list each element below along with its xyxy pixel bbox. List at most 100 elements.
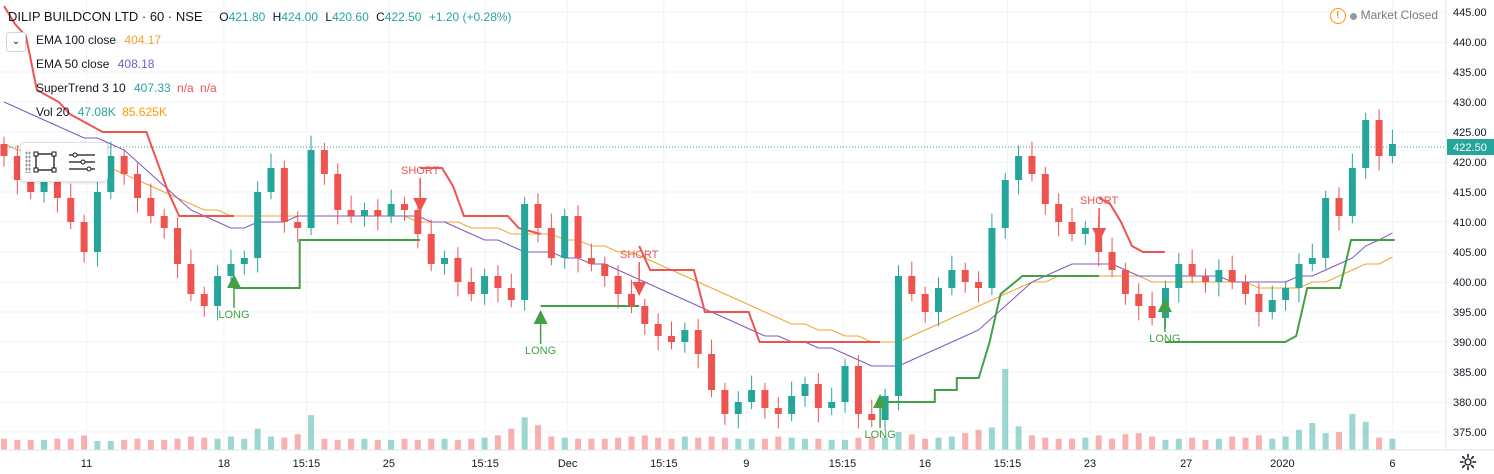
candle-body: [614, 276, 622, 294]
candle: [1041, 166, 1049, 215]
candle: [828, 387, 836, 416]
candle: [1135, 283, 1143, 321]
volume-bar: [1, 438, 7, 450]
signals: LONG SHORT LONG SHORT LONG SHORT LONG: [218, 165, 1180, 441]
candle: [254, 181, 262, 273]
candle: [921, 286, 929, 323]
candle-body: [1135, 294, 1143, 306]
price-axis[interactable]: 375.00 380.00 385.00 390.00 395.00 400.00 405.…: [1453, 7, 1487, 439]
signal-label: SHORT: [620, 249, 659, 261]
candle: [1055, 193, 1063, 237]
candle-body: [467, 282, 475, 294]
collapse-legend-button[interactable]: ⌄: [6, 32, 26, 52]
volume-bar: [1189, 437, 1196, 450]
candle: [1295, 253, 1303, 303]
volume-bar: [214, 438, 221, 450]
volume-bar: [721, 437, 728, 450]
volume-bar: [121, 439, 128, 450]
volume-bar: [695, 437, 702, 450]
status-dot: [1349, 12, 1357, 20]
short-signal: SHORT: [620, 249, 659, 296]
candle: [334, 163, 342, 225]
candle: [668, 321, 675, 350]
drawing-toolbar[interactable]: [20, 142, 108, 182]
candle-body: [347, 210, 355, 216]
volume-bar: [1376, 437, 1383, 450]
indicator-volume[interactable]: Vol 20 47.08K 85.625K: [36, 105, 167, 119]
candle-body: [988, 228, 996, 288]
candle: [174, 217, 182, 279]
volume-bar: [1122, 434, 1129, 450]
candle: [467, 267, 475, 302]
horizontal-lines-tool-icon[interactable]: [67, 151, 97, 173]
candle: [1015, 145, 1023, 195]
indicator-supertrend[interactable]: SuperTrend 3 10 407.33 n/a n/a: [36, 81, 217, 95]
long-signal: LONG: [218, 274, 250, 321]
volume-bar: [1095, 435, 1102, 450]
volume-bar: [174, 438, 181, 450]
candle: [214, 265, 222, 321]
supertrend-segment: [420, 167, 541, 235]
candle: [0, 136, 8, 167]
volume-bar: [601, 438, 608, 450]
candle-body: [1108, 252, 1116, 270]
volume-bar: [481, 437, 488, 450]
rectangle-tool-icon[interactable]: [33, 151, 57, 173]
candle-body: [1308, 258, 1316, 264]
volume-bar: [348, 438, 355, 450]
warning-icon[interactable]: !: [1329, 8, 1346, 24]
volume-bar: [441, 438, 448, 450]
indicator-value: 407.33: [133, 81, 171, 95]
drag-handle[interactable]: [25, 151, 31, 173]
candle: [441, 250, 449, 275]
candle-body: [1228, 270, 1236, 282]
volume-bar: [655, 437, 662, 450]
volume-bar: [882, 437, 889, 450]
y-tick-label: 440.00: [1453, 37, 1487, 49]
volume-bar: [1015, 426, 1022, 450]
candle: [1322, 190, 1330, 269]
gear-icon[interactable]: [1458, 452, 1478, 472]
candle: [1202, 268, 1209, 293]
volume-bars: [1, 369, 1396, 450]
volume-bar: [708, 436, 715, 450]
candle: [975, 271, 983, 303]
symbol-title[interactable]: DILIP BUILDCON LTD · 60 · NSE: [8, 9, 203, 24]
candle-body: [547, 228, 555, 258]
indicator-ema50[interactable]: EMA 50 close 408.18: [36, 57, 154, 71]
volume-bar: [81, 435, 88, 450]
candle-body: [948, 270, 956, 288]
last-price-tag-bg: [1447, 139, 1494, 155]
market-status[interactable]: ! Market Closed: [1329, 8, 1438, 24]
candle: [120, 148, 128, 185]
candle-body: [1175, 264, 1183, 288]
candle-body: [227, 264, 235, 276]
candle-body: [908, 276, 916, 294]
supertrend-segment: [1098, 197, 1165, 253]
candle-body: [441, 258, 449, 264]
volume-bar: [401, 438, 408, 450]
x-tick-label: 9: [743, 458, 749, 470]
candle-body: [174, 228, 182, 264]
candle-body: [814, 384, 822, 408]
candle-body: [334, 174, 342, 210]
time-axis[interactable]: 11 18 15:15 25 15:15 Dec 15:15 9 15:15 16 15:15 23 2…: [81, 458, 1396, 470]
volume-bar: [588, 438, 595, 450]
volume-bar: [641, 435, 648, 450]
volume-bar: [775, 436, 782, 450]
candle: [681, 322, 689, 353]
candle-body: [1322, 198, 1330, 258]
indicator-name: Vol 20: [36, 105, 70, 119]
candle: [708, 339, 716, 398]
volume-bar: [508, 428, 515, 450]
signal-label: SHORT: [401, 165, 440, 177]
indicator-ema100[interactable]: EMA 100 close 404.17: [36, 33, 161, 47]
candle-body: [721, 390, 729, 414]
candle-body: [1148, 306, 1156, 318]
candle-body: [160, 216, 168, 228]
candle: [1215, 259, 1223, 297]
x-tick-label: 15:15: [471, 458, 499, 470]
volume-bar: [868, 436, 875, 450]
volume-bar: [761, 438, 768, 450]
